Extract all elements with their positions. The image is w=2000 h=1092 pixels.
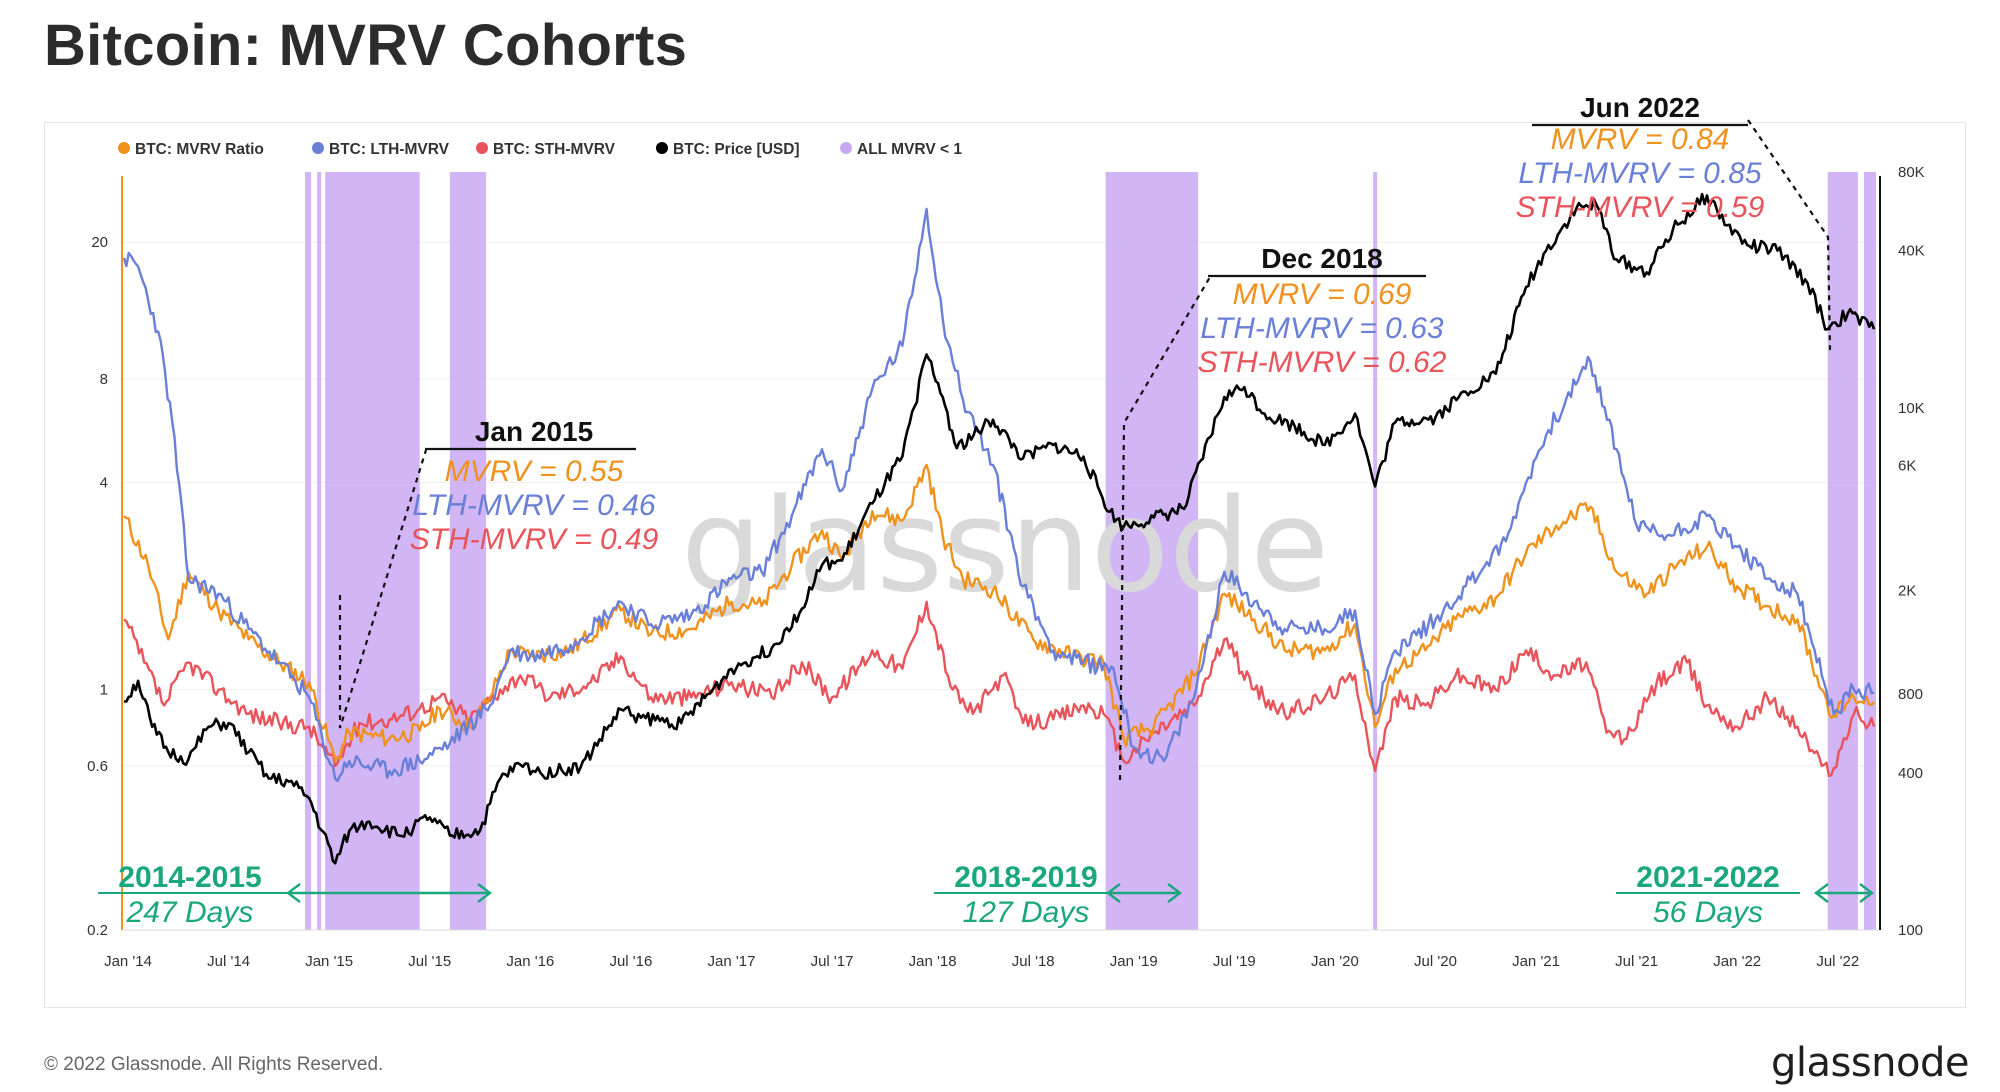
annotation-lth: LTH-MVRV = 0.63	[1200, 312, 1443, 345]
legend: BTC: MVRV Ratio BTC: LTH-MVRV BTC: STH-MVR…	[118, 141, 962, 158]
x-tick-label: Jan '19	[1110, 953, 1158, 970]
series-line-price	[124, 192, 1876, 865]
shaded-regions	[305, 172, 1876, 930]
period-arrow-left	[1814, 883, 1829, 903]
annotation-mvrv: MVRV = 0.84	[1551, 123, 1730, 156]
x-tick-label: Jan '17	[708, 953, 756, 970]
legend-label-lth: BTC: LTH-MVRV	[329, 141, 450, 158]
legend-label-shade: ALL MVRV < 1	[857, 141, 962, 158]
legend-marker-lth	[312, 142, 324, 154]
chart-frame	[44, 122, 1966, 1008]
annotation-sth: STH-MVRV = 0.49	[410, 523, 659, 556]
x-tick-label: Jan '21	[1512, 953, 1560, 970]
period-label: 2014-2015	[118, 861, 261, 894]
y-left-tick-label: 20	[91, 234, 108, 251]
annotation-sth: STH-MVRV = 0.59	[1516, 191, 1765, 224]
x-tick-label: Jan '16	[506, 953, 554, 970]
x-tick-label: Jul '14	[207, 953, 250, 970]
x-tick-label: Jul '22	[1816, 953, 1859, 970]
shaded-region-4	[1105, 172, 1199, 930]
y-right-tick-label: 6K	[1898, 458, 1916, 475]
x-tick-label: Jan '14	[104, 953, 152, 970]
x-tick-label: Jul '16	[609, 953, 652, 970]
copyright: © 2022 Glassnode. All Rights Reserved.	[44, 1054, 384, 1075]
y-left-tick-label: 8	[100, 371, 108, 388]
series	[122, 192, 1876, 865]
annotation-title: Jun 2022	[1580, 92, 1700, 123]
x-tick-label: Jan '18	[909, 953, 957, 970]
legend-label-mvrv: BTC: MVRV Ratio	[135, 141, 264, 158]
annotation-mvrv: MVRV = 0.55	[445, 455, 624, 488]
y-right-tick-label: 100	[1898, 922, 1923, 939]
glassnode-logo: glassnode	[1770, 1040, 1970, 1086]
x-tick-label: Jul '21	[1615, 953, 1658, 970]
period-label: 2021-2022	[1636, 861, 1779, 894]
y-right-tick-label: 800	[1898, 686, 1923, 703]
y-right-tick-label: 80K	[1898, 164, 1925, 181]
series-line-mvrv	[123, 463, 1875, 763]
period-arrow-right	[1167, 883, 1182, 903]
legend-label-sth: BTC: STH-MVRV	[493, 141, 616, 158]
legend-marker-mvrv	[118, 142, 130, 154]
annotation-title: Dec 2018	[1261, 243, 1382, 274]
x-tick-label: Jul '18	[1012, 953, 1055, 970]
y-left-tick-label: 0.2	[87, 922, 108, 939]
axes	[121, 176, 1881, 931]
legend-marker-price	[656, 142, 668, 154]
x-tick-label: Jul '15	[408, 953, 451, 970]
shaded-region-0	[305, 172, 312, 930]
shaded-region-7	[1863, 172, 1876, 930]
period-days: 56 Days	[1653, 896, 1763, 929]
annotation-title: Jan 2015	[475, 416, 593, 447]
period-arrow-right	[1859, 883, 1874, 903]
legend-marker-sth	[476, 142, 488, 154]
shaded-region-2	[325, 172, 420, 930]
period-days: 247 Days	[126, 896, 254, 929]
period-label: 2018-2019	[954, 861, 1097, 894]
tick-labels: Jan '14 Jul '14 Jan '15 Jul '15 Jan '16 Jul '…	[87, 164, 1925, 970]
shaded-region-6	[1827, 172, 1858, 930]
annotation-lth: LTH-MVRV = 0.85	[1518, 157, 1761, 190]
annotation-sth: STH-MVRV = 0.62	[1198, 346, 1447, 379]
series-line-sth	[123, 600, 1876, 778]
annotation-leader-2	[1747, 119, 1832, 351]
x-tick-label: Jul '17	[811, 953, 854, 970]
legend-marker-shade	[840, 142, 852, 154]
x-tick-label: Jan '20	[1311, 953, 1359, 970]
y-right-tick-label: 40K	[1898, 243, 1925, 260]
shaded-region-3	[449, 172, 487, 930]
shaded-region-1	[317, 172, 322, 930]
y-left-tick-label: 4	[100, 475, 108, 492]
period-arrow-right	[477, 883, 492, 903]
annotation-mvrv: MVRV = 0.69	[1233, 278, 1412, 311]
x-tick-label: Jul '20	[1414, 953, 1457, 970]
y-right-tick-label: 2K	[1898, 582, 1916, 599]
x-tick-label: Jul '19	[1213, 953, 1256, 970]
y-left-tick-label: 0.6	[87, 758, 108, 775]
x-tick-label: Jan '22	[1713, 953, 1761, 970]
period-days: 127 Days	[963, 896, 1090, 929]
y-right-tick-label: 400	[1898, 765, 1923, 782]
series-line-lth	[122, 207, 1875, 783]
annotation-lth: LTH-MVRV = 0.46	[412, 489, 655, 522]
annotation-leader-0	[338, 449, 428, 729]
x-tick-label: Jan '15	[305, 953, 353, 970]
y-left-tick-label: 1	[100, 682, 108, 699]
chart-title: Bitcoin: MVRV Cohorts	[44, 13, 688, 78]
y-right-tick-label: 10K	[1898, 400, 1925, 417]
period-arrow-left	[1106, 883, 1121, 903]
period-arrow-left	[286, 883, 301, 903]
shaded-region-5	[1373, 172, 1378, 930]
legend-label-price: BTC: Price [USD]	[673, 141, 800, 158]
